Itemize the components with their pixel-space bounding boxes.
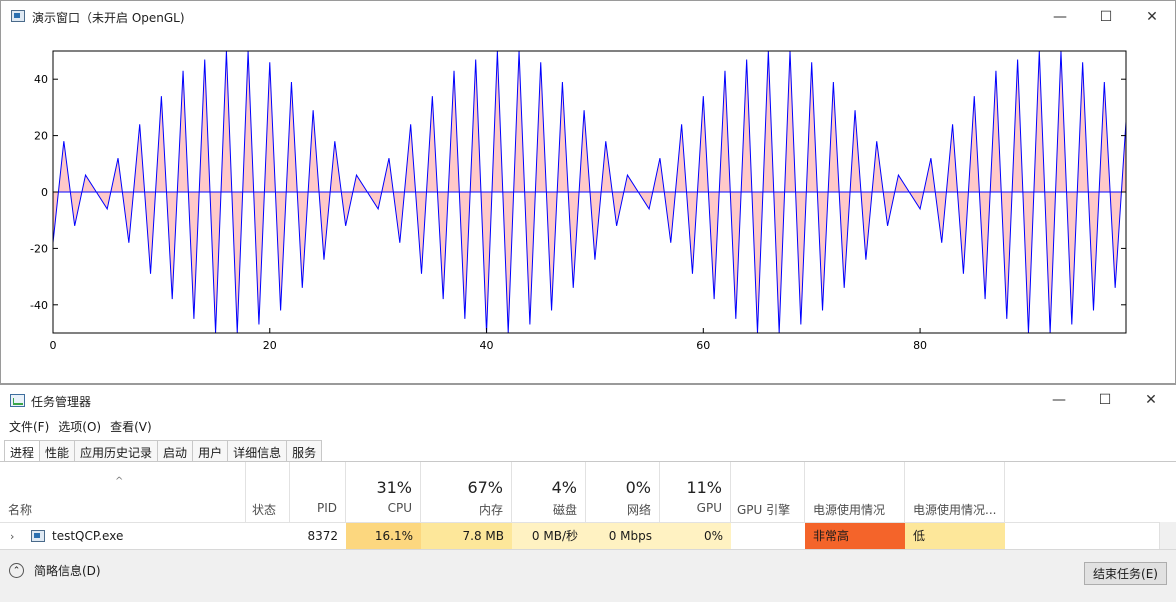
fewer-details-label: 简略信息(D) — [34, 564, 101, 578]
cell-memory: 7.8 MB — [421, 523, 512, 550]
end-task-button[interactable]: 结束任务(E) — [1084, 562, 1167, 585]
cell-power: 非常高 — [805, 523, 905, 550]
y-tick-label: 40 — [34, 73, 48, 86]
column-header-power[interactable]: 电源使用情况 — [805, 462, 905, 522]
header-power-trend-label: 电源使用情况... — [913, 503, 997, 517]
chart-window-titlebar[interactable]: 演示窗口（未开启 OpenGL) — ☐ ✕ — [1, 1, 1175, 32]
tab-details[interactable]: 详细信息 — [228, 440, 288, 463]
fewer-details-button[interactable]: ⌃ 简略信息(D) — [9, 562, 101, 579]
column-header-power-trend[interactable]: 电源使用情况... — [905, 462, 1005, 522]
tab-strip: 进程 性能 应用历史记录 启动 用户 详细信息 服务 — [4, 440, 323, 463]
cell-disk: 0 MB/秒 — [512, 523, 586, 550]
memory-total-percent: 67% — [467, 478, 503, 497]
sort-caret-icon: ^ — [115, 476, 124, 487]
chart-area: 40 20 0 -20 -40 0 20 40 60 80 — [1, 32, 1175, 383]
table-row[interactable]: › testQCP.exe 8372 16.1% 7.8 MB 0 MB/秒 0… — [0, 522, 1160, 550]
cell-status — [246, 523, 290, 550]
tm-minimize-button[interactable]: — — [1052, 392, 1066, 408]
process-icon — [31, 530, 45, 542]
column-header-gpu[interactable]: 11% GPU — [660, 462, 731, 522]
cell-cpu: 16.1% — [346, 523, 421, 550]
column-header-network[interactable]: 0% 网络 — [586, 462, 660, 522]
x-tick-label: 40 — [480, 339, 494, 352]
maximize-button[interactable]: ☐ — [1099, 8, 1113, 25]
tab-app-history[interactable]: 应用历史记录 — [75, 440, 159, 463]
header-gpu-label: GPU — [696, 501, 722, 515]
header-status-label: 状态 — [252, 503, 277, 517]
header-gpu-engine-label: GPU 引擎 — [737, 503, 791, 517]
network-total-percent: 0% — [625, 478, 651, 497]
tm-maximize-button[interactable]: ☐ — [1098, 392, 1112, 408]
cell-pid: 8372 — [307, 529, 338, 543]
vertical-scrollbar[interactable] — [1159, 522, 1176, 549]
chart-window-title: 演示窗口（未开启 OpenGL) — [32, 11, 185, 25]
cell-gpu-engine — [731, 523, 805, 550]
minimize-button[interactable]: — — [1053, 8, 1067, 25]
process-name: testQCP.exe — [52, 529, 124, 543]
header-cpu-label: CPU — [387, 501, 412, 515]
x-tick-label: 0 — [50, 339, 57, 352]
x-tick-label: 60 — [696, 339, 710, 352]
x-tick-label: 80 — [913, 339, 927, 352]
column-header-gpu-engine[interactable]: GPU 引擎 — [731, 462, 805, 522]
menu-bar: 文件(F) 选项(O) 查看(V) — [0, 416, 152, 436]
header-memory-label: 内存 — [478, 503, 503, 517]
task-manager-titlebar[interactable]: 任务管理器 — ☐ ✕ — [0, 385, 1176, 415]
column-header-disk[interactable]: 4% 磁盘 — [512, 462, 586, 522]
task-manager-title: 任务管理器 — [31, 395, 92, 409]
header-power-label: 电源使用情况 — [813, 503, 886, 517]
header-pid-label: PID — [316, 501, 337, 515]
task-manager-icon — [10, 394, 25, 407]
tm-close-button[interactable]: ✕ — [1145, 392, 1157, 408]
process-table: ^ 名称 状态 PID 31% CPU 67% 内存 4% 磁盘 0% 网络 1… — [0, 461, 1176, 550]
tab-performance[interactable]: 性能 — [40, 440, 76, 463]
tab-processes[interactable]: 进程 — [4, 440, 41, 463]
disk-total-percent: 4% — [551, 478, 577, 497]
close-button[interactable]: ✕ — [1146, 8, 1158, 25]
header-name-label: 名称 — [8, 503, 33, 517]
header-network-label: 网络 — [626, 503, 651, 517]
line-chart: 40 20 0 -20 -40 0 20 40 60 80 — [30, 50, 1127, 352]
tab-services[interactable]: 服务 — [287, 440, 323, 463]
column-header-status[interactable]: 状态 — [246, 462, 290, 522]
x-tick-label: 20 — [263, 339, 277, 352]
app-window-icon — [11, 10, 25, 22]
collapse-circle-icon: ⌃ — [9, 563, 24, 578]
cell-power-trend: 低 — [905, 523, 1005, 550]
y-tick-label: 0 — [41, 186, 48, 199]
task-manager-window: 任务管理器 — ☐ ✕ 文件(F) 选项(O) 查看(V) 进程 性能 应用历史… — [0, 384, 1176, 602]
menu-file[interactable]: 文件(F) — [9, 420, 50, 434]
menu-options[interactable]: 选项(O) — [58, 420, 102, 434]
y-tick-label: 20 — [34, 130, 48, 143]
header-disk-label: 磁盘 — [552, 503, 577, 517]
y-tick-label: -40 — [30, 299, 48, 312]
column-header-name[interactable]: ^ 名称 — [0, 462, 246, 522]
column-header-pid[interactable]: PID — [290, 462, 346, 522]
footer: ⌃ 简略信息(D) 结束任务(E) — [0, 549, 1176, 602]
y-tick-label: -20 — [30, 242, 48, 255]
tab-users[interactable]: 用户 — [193, 440, 229, 463]
tab-startup[interactable]: 启动 — [158, 440, 194, 463]
cell-gpu: 0% — [660, 523, 731, 550]
cell-network: 0 Mbps — [586, 523, 660, 550]
expand-chevron-icon[interactable]: › — [10, 530, 15, 543]
menu-view[interactable]: 查看(V) — [110, 420, 152, 434]
chart-window: 演示窗口（未开启 OpenGL) — ☐ ✕ 40 20 0 -20 -40 0 20 40 6… — [0, 0, 1176, 384]
gpu-total-percent: 11% — [686, 478, 722, 497]
column-header-cpu[interactable]: 31% CPU — [346, 462, 421, 522]
column-header-memory[interactable]: 67% 内存 — [421, 462, 512, 522]
cpu-total-percent: 31% — [376, 478, 412, 497]
